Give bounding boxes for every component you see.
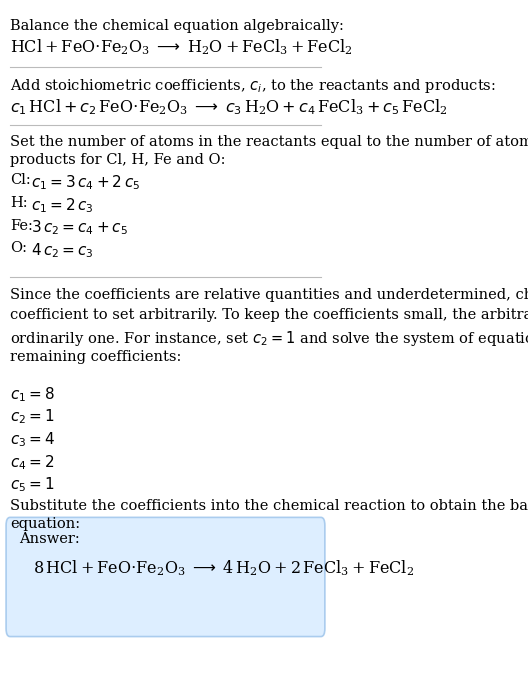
Text: $\mathregular{8\,HCl + FeO{\cdot}Fe_2O_3}$$\;\longrightarrow\;$$\mathregular{4\,: $\mathregular{8\,HCl + FeO{\cdot}Fe_2O_3… <box>33 558 414 578</box>
Text: coefficient to set arbitrarily. To keep the coefficients small, the arbitrary va: coefficient to set arbitrarily. To keep … <box>10 309 528 322</box>
Text: Balance the chemical equation algebraically:: Balance the chemical equation algebraica… <box>10 19 344 33</box>
Text: Since the coefficients are relative quantities and underdetermined, choose a: Since the coefficients are relative quan… <box>10 288 528 302</box>
Text: $c_2 = 1$: $c_2 = 1$ <box>10 408 54 426</box>
Text: Substitute the coefficients into the chemical reaction to obtain the balanced: Substitute the coefficients into the che… <box>10 499 528 514</box>
Text: $c_1 = 2\,c_3$: $c_1 = 2\,c_3$ <box>31 196 93 214</box>
Text: Set the number of atoms in the reactants equal to the number of atoms in the: Set the number of atoms in the reactants… <box>10 135 528 149</box>
Text: $c_5 = 1$: $c_5 = 1$ <box>10 475 54 494</box>
Text: equation:: equation: <box>10 518 80 531</box>
Text: $c_3 = 4$: $c_3 = 4$ <box>10 430 55 449</box>
Text: O:: O: <box>10 241 27 255</box>
Text: H:: H: <box>10 196 27 210</box>
FancyBboxPatch shape <box>6 518 325 636</box>
Text: $4\,c_2 = c_3$: $4\,c_2 = c_3$ <box>31 241 93 260</box>
Text: Answer:: Answer: <box>18 532 79 546</box>
Text: products for Cl, H, Fe and O:: products for Cl, H, Fe and O: <box>10 153 225 167</box>
Text: $c_1\,\mathregular{HCl} + c_2\,\mathregular{FeO{\cdot}Fe_2O_3}$$\;\longrightarro: $c_1\,\mathregular{HCl} + c_2\,\mathregu… <box>10 97 448 117</box>
Text: Cl:: Cl: <box>10 173 31 187</box>
Text: ordinarily one. For instance, set $c_2 = 1$ and solve the system of equations fo: ordinarily one. For instance, set $c_2 =… <box>10 329 528 348</box>
Text: Add stoichiometric coefficients, $c_i$, to the reactants and products:: Add stoichiometric coefficients, $c_i$, … <box>10 77 496 95</box>
Text: $c_4 = 2$: $c_4 = 2$ <box>10 453 54 472</box>
Text: Fe:: Fe: <box>10 218 33 233</box>
Text: $3\,c_2 = c_4 + c_5$: $3\,c_2 = c_4 + c_5$ <box>31 218 128 237</box>
Text: remaining coefficients:: remaining coefficients: <box>10 350 181 364</box>
Text: $c_1 = 8$: $c_1 = 8$ <box>10 385 55 404</box>
Text: $\mathregular{HCl + FeO{\cdot}Fe_2O_3}$$\;\longrightarrow\;$$\mathregular{H_2O +: $\mathregular{HCl + FeO{\cdot}Fe_2O_3}$$… <box>10 38 353 57</box>
Text: $c_1 = 3\,c_4 + 2\,c_5$: $c_1 = 3\,c_4 + 2\,c_5$ <box>31 173 140 192</box>
